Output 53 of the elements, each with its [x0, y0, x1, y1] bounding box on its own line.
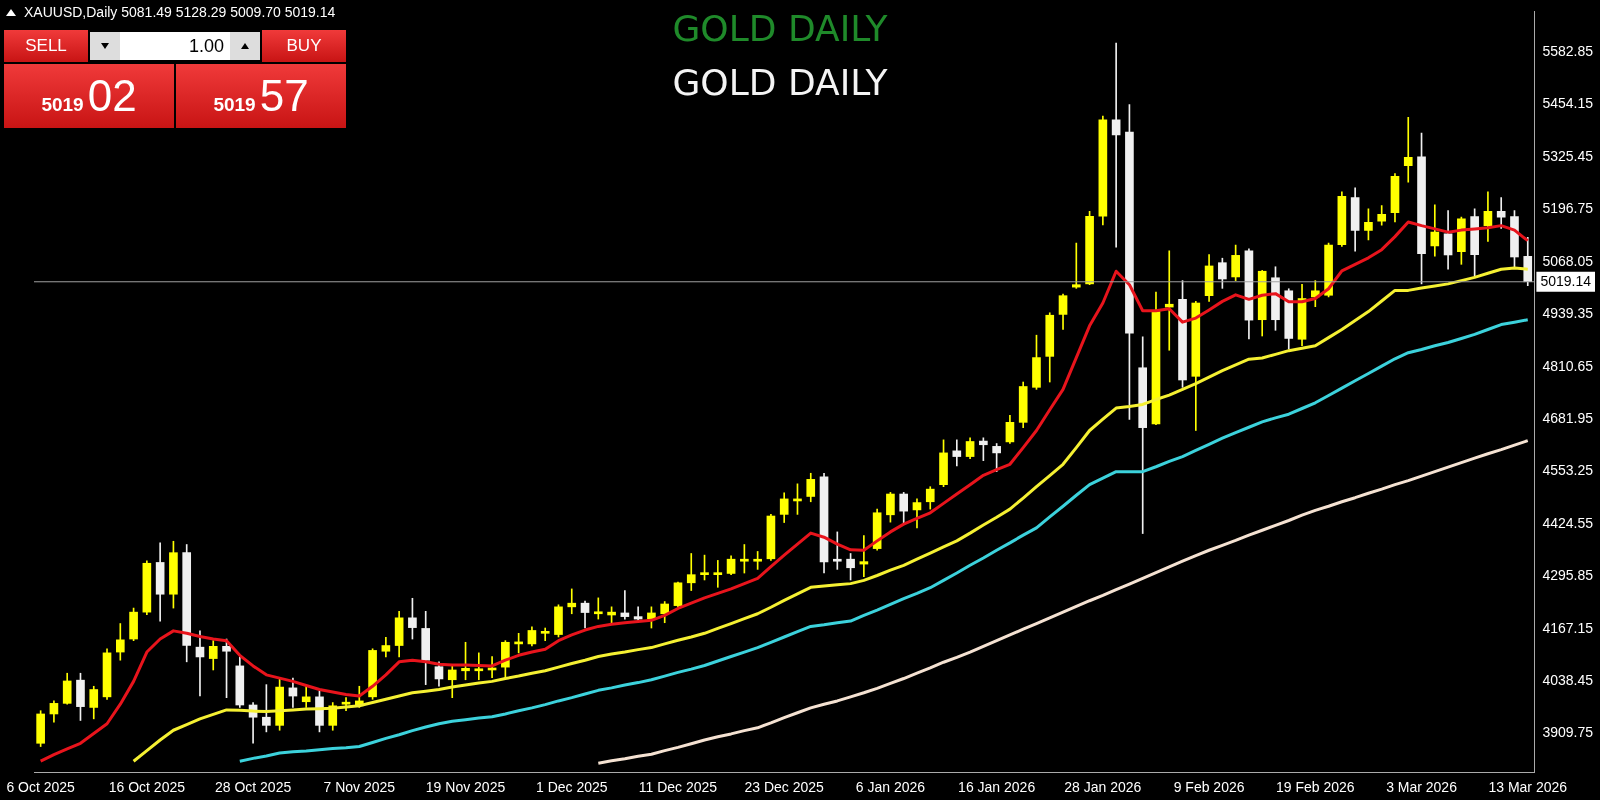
- lot-size-field: 1.00: [90, 32, 260, 60]
- candlestick: [593, 597, 603, 620]
- y-tick-label: 5582.85: [1542, 43, 1594, 60]
- annotation: 5019: [213, 94, 256, 116]
- annotation: 02: [87, 71, 137, 121]
- y-tick-label: 4810.65: [1542, 357, 1594, 374]
- x-tick-label: 19 Feb 2026: [1276, 779, 1355, 796]
- y-tick-label: 4167.15: [1542, 619, 1594, 636]
- x-tick-label: 16 Jan 2026: [958, 779, 1036, 796]
- text: GOLD DAILY: [671, 62, 889, 103]
- annotation: SELL: [4, 30, 88, 62]
- candlestick: [1111, 42, 1121, 248]
- candlestick: [540, 627, 550, 641]
- candlestick: [1403, 116, 1413, 183]
- x-tick-label: 6 Jan 2026: [855, 779, 926, 796]
- annotation: 1.00: [188, 36, 224, 57]
- x-tick-label: 3 Mar 2026: [1386, 779, 1458, 796]
- x-tick-label: 1 Dec 2025: [535, 779, 608, 796]
- x-tick-label: 7 Nov 2025: [323, 779, 396, 796]
- candlestick: [952, 439, 962, 467]
- y-tick-label: 4553.25: [1542, 462, 1594, 479]
- annotation: 5019: [41, 94, 84, 116]
- x-tick-label: 28 Jan 2026: [1064, 779, 1142, 796]
- candlestick: [713, 560, 723, 588]
- y-tick-label: 5196.75: [1542, 200, 1594, 217]
- x-tick-label: 6 Oct 2025: [6, 779, 76, 796]
- y-tick-label: 4681.95: [1542, 409, 1594, 426]
- candlestick: [1164, 250, 1174, 351]
- candlestick: [1071, 242, 1081, 289]
- y-tick-label: 5068.05: [1542, 252, 1594, 269]
- chart-title: GOLD DAILY: [671, 8, 889, 49]
- x-tick-label: 13 Mar 2026: [1488, 779, 1568, 796]
- ref-line-label: 5019.14: [1540, 272, 1592, 289]
- annotation: 57: [259, 71, 309, 121]
- x-tick-label: 16 Oct 2025: [108, 779, 186, 796]
- candlestick: [832, 531, 842, 570]
- y-tick-label: 4038.45: [1542, 672, 1594, 689]
- y-tick-label: 5325.45: [1542, 147, 1594, 164]
- x-tick-label: 11 Dec 2025: [638, 779, 718, 796]
- y-tick-label: 4424.55: [1542, 514, 1594, 531]
- candlestick: [474, 652, 484, 681]
- annotation: BUY: [262, 30, 346, 62]
- x-tick-label: 9 Feb 2026: [1173, 779, 1245, 796]
- y-tick-label: 5454.15: [1542, 95, 1594, 112]
- x-tick-label: 23 Dec 2025: [744, 779, 825, 796]
- y-tick-label: 3909.75: [1542, 724, 1594, 741]
- y-tick-label: 4939.35: [1542, 305, 1594, 322]
- y-tick-label: 4295.85: [1542, 567, 1594, 584]
- x-tick-label: 28 Oct 2025: [214, 779, 292, 796]
- x-tick-label: 19 Nov 2025: [425, 779, 506, 796]
- annotation: XAUUSD,Daily 5081.49 5128.29 5009.70 5019.14: [24, 4, 336, 20]
- candlestick: [686, 553, 696, 591]
- candlestick: [567, 588, 577, 615]
